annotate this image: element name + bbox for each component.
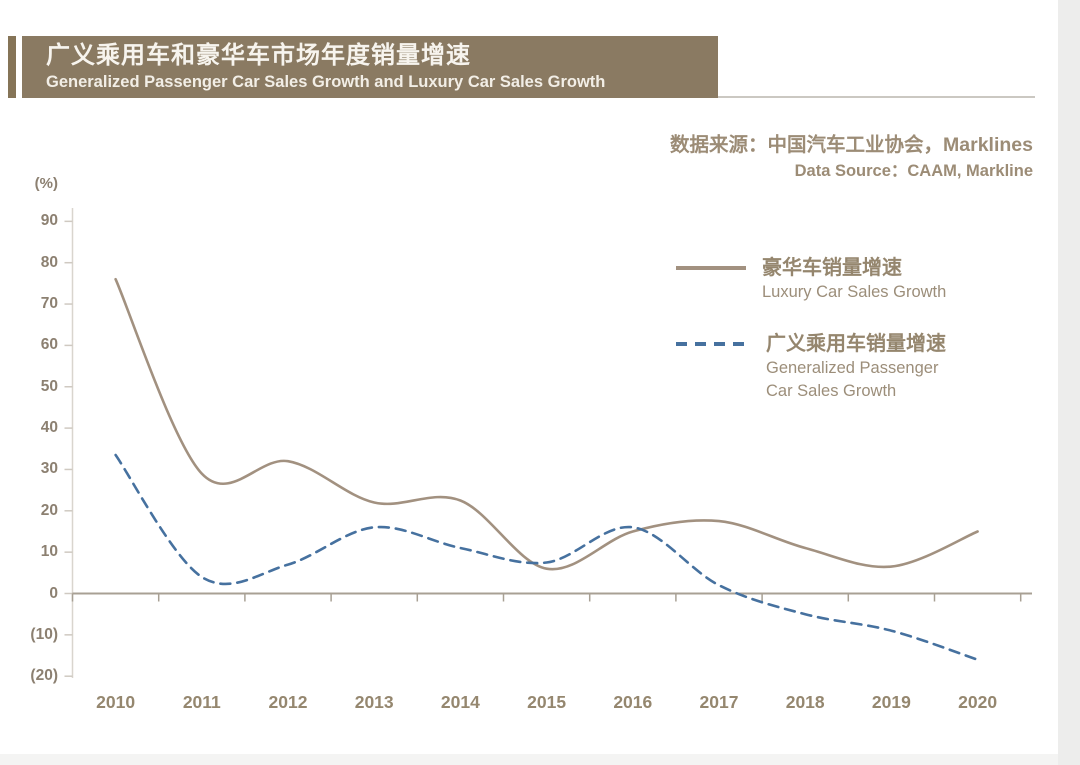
y-axis-tick-label: 90 <box>40 212 58 230</box>
x-axis-year-label: 2017 <box>699 692 739 712</box>
y-axis-tick-label: 40 <box>40 419 58 437</box>
y-axis-tick-label: (20) <box>30 667 58 685</box>
legend-luxury-label-zh: 豪华车销量增速 <box>762 257 902 279</box>
x-axis-year-label: 2012 <box>268 692 308 712</box>
x-axis-year-label: 2019 <box>871 692 911 712</box>
legend-item-passenger: 广义乘用车销量增速 Generalized Passenger Car Sale… <box>676 331 946 403</box>
x-axis-year-label: 2011 <box>182 692 221 712</box>
y-axis-tick-label: 10 <box>40 543 58 561</box>
header-accent-bar <box>8 36 16 98</box>
page-title-zh: 广义乘用车和豪华车市场年度销量增速 <box>46 41 471 69</box>
y-axis-tick-label: 50 <box>40 377 58 395</box>
dashed-line-swatch-icon <box>676 342 750 346</box>
x-axis-year-label: 2015 <box>527 692 567 712</box>
y-axis-unit-label: (%) <box>34 175 58 192</box>
legend-passenger-label-en-1: Generalized Passenger <box>766 359 939 377</box>
data-source: 数据来源：中国汽车工业协会，Marklines Data Source：CAAM… <box>670 131 1033 184</box>
x-axis-year-label: 2016 <box>613 692 653 712</box>
y-axis-tick-label: 0 <box>49 584 58 602</box>
y-axis-tick-label: 60 <box>40 336 58 354</box>
luxury-sales-line <box>114 277 979 571</box>
data-source-zh: 数据来源：中国汽车工业协会，Marklines <box>670 134 1033 156</box>
page-edge-right <box>1058 0 1080 765</box>
y-axis-tick-label: 70 <box>40 295 58 313</box>
x-axis-year-label: 2010 <box>96 692 136 712</box>
y-axis-tick-label: 30 <box>40 460 58 478</box>
legend-luxury-label-en: Luxury Car Sales Growth <box>762 283 947 301</box>
legend-passenger-label-zh: 广义乘用车销量增速 <box>766 333 946 355</box>
y-axis-tick-label: (10) <box>30 625 58 643</box>
data-source-en: Data Source：CAAM, Markline <box>794 162 1033 180</box>
x-axis-year-label: 2018 <box>785 692 825 712</box>
passenger-sales-line <box>114 453 979 661</box>
y-axis-tick-label: 20 <box>40 501 58 519</box>
x-axis-year-label: 2013 <box>354 692 394 712</box>
y-axis-tick-label: 80 <box>40 253 58 271</box>
header-bar: 广义乘用车和豪华车市场年度销量增速 Generalized Passenger … <box>22 36 718 98</box>
legend-passenger-label-en-2: Car Sales Growth <box>766 382 897 400</box>
legend-item-luxury: 豪华车销量增速 Luxury Car Sales Growth <box>676 255 946 304</box>
x-axis-year-label: 2014 <box>440 692 480 712</box>
page-title-en: Generalized Passenger Car Sales Growth a… <box>46 72 606 91</box>
solid-line-swatch-icon <box>676 266 746 270</box>
x-axis-year-label: 2020 <box>958 692 998 712</box>
page-edge-bottom <box>0 754 1058 765</box>
